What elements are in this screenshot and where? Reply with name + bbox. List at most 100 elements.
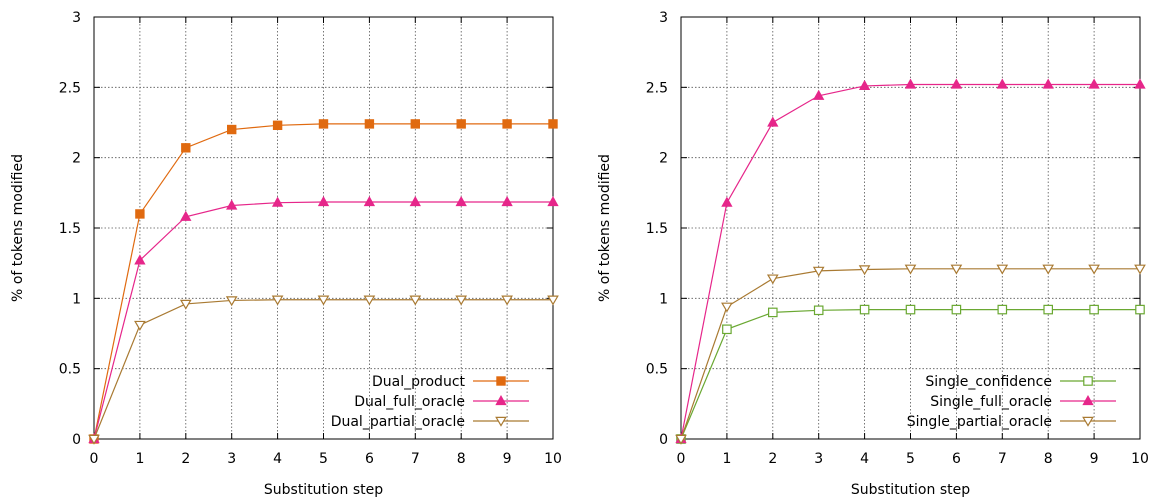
x-axis: 0 1 2 3 4 5 6 7 8 9 10 — [677, 17, 1149, 467]
legend-marker — [496, 376, 506, 386]
data-point — [951, 304, 962, 315]
data-point — [272, 120, 283, 131]
x-tick-label: 6 — [952, 451, 961, 467]
x-tick-label: 2 — [181, 451, 190, 467]
data-point — [135, 209, 145, 219]
data-point — [271, 295, 284, 306]
x-axis-label: Substitution step — [264, 482, 383, 498]
legend-label: Dual_product — [372, 374, 465, 390]
legend-label: Single_full_oracle — [930, 394, 1052, 410]
y-tick-label: 2 — [72, 151, 81, 167]
data-point — [1042, 264, 1055, 275]
data-point — [271, 196, 284, 207]
data-point — [318, 119, 329, 129]
data-point — [813, 89, 825, 100]
legend-marker — [1083, 376, 1093, 386]
x-tick-label: 0 — [90, 451, 99, 467]
y-axis-label: % of tokens modified — [597, 154, 613, 302]
y-axis: 0 0.5 1 1.5 2 2.5 3 — [59, 10, 553, 448]
data-point — [1134, 264, 1146, 275]
x-tick-label: 9 — [503, 451, 512, 467]
y-axis: 0 0.5 1 1.5 2 2.5 3 — [646, 10, 1140, 448]
x-tick-label: 1 — [135, 451, 144, 467]
y-tick-label: 1 — [659, 291, 668, 307]
x-tick-label: 2 — [768, 451, 777, 467]
x-tick-label: 5 — [906, 451, 915, 467]
data-point — [1042, 78, 1054, 89]
legend: Dual_product Dual_full_oracle Dual_partial… — [331, 374, 529, 430]
y-tick-label: 1.5 — [59, 221, 81, 237]
data-point — [813, 305, 824, 316]
data-point — [455, 295, 468, 306]
data-point — [548, 119, 558, 129]
x-tick-label: 0 — [677, 451, 686, 467]
x-tick-label: 7 — [998, 451, 1007, 467]
y-tick-label: 2.5 — [646, 80, 668, 96]
data-point — [1088, 78, 1100, 89]
data-point — [1043, 304, 1053, 315]
x-tick-label: 10 — [1131, 451, 1149, 467]
data-point — [225, 296, 238, 307]
x-tick-label: 9 — [1090, 451, 1099, 467]
data-point — [410, 119, 421, 129]
series-1 — [676, 304, 1145, 444]
series-2 — [88, 195, 559, 444]
data-point — [1089, 304, 1099, 315]
data-point — [227, 124, 237, 135]
data-point — [675, 434, 687, 445]
legend-marker — [495, 416, 507, 427]
x-tick-label: 8 — [457, 451, 466, 467]
y-tick-label: 0.5 — [59, 362, 81, 378]
legend-marker — [1082, 416, 1094, 427]
data-point — [409, 195, 421, 207]
data-point — [996, 78, 1008, 89]
y-tick-label: 2.5 — [59, 80, 81, 96]
data-point — [547, 295, 559, 306]
x-tick-label: 1 — [722, 451, 731, 467]
data-point — [812, 266, 825, 277]
data-point — [180, 210, 192, 221]
data-point — [858, 265, 871, 276]
data-point — [547, 195, 559, 207]
data-point — [997, 304, 1008, 315]
data-point — [179, 299, 192, 310]
series-3 — [675, 264, 1146, 445]
data-point — [181, 143, 191, 153]
data-point — [88, 434, 100, 445]
y-tick-label: 1 — [72, 291, 81, 307]
data-point — [721, 196, 733, 207]
data-point — [317, 295, 330, 306]
data-point — [501, 195, 513, 207]
data-point — [134, 254, 146, 265]
data-point — [363, 195, 376, 207]
data-point — [721, 302, 733, 313]
x-tick-label: 3 — [227, 451, 236, 467]
grid — [94, 17, 553, 439]
x-tick-label: 7 — [411, 451, 420, 467]
chart-panel-2: 0 1 2 3 4 5 6 7 8 9 10 0 0.5 1 1.5 2 2.5 3 Substitution st… — [597, 10, 1149, 498]
data-point — [363, 295, 376, 306]
legend: Single_confidence Single_full_oracle Singl… — [907, 374, 1116, 430]
series-1 — [89, 119, 558, 444]
x-axis-label: Substitution step — [851, 482, 970, 498]
data-point — [858, 79, 871, 91]
x-tick-label: 4 — [860, 451, 869, 467]
series-3 — [88, 295, 559, 445]
data-point — [455, 195, 467, 207]
data-point — [905, 304, 916, 315]
data-point — [722, 324, 732, 335]
chart-panel-1: 0 1 2 3 4 5 6 7 8 9 10 0 0.5 1 1.5 2 2.5 3 Substitution st… — [10, 10, 562, 498]
legend-marker — [495, 394, 507, 406]
data-point — [766, 274, 779, 285]
legend-label: Dual_full_oracle — [354, 394, 465, 410]
legend-label: Dual_partial_oracle — [331, 414, 465, 430]
data-point — [767, 307, 778, 318]
x-tick-label: 5 — [319, 451, 328, 467]
x-tick-label: 6 — [365, 451, 374, 467]
data-point — [950, 264, 963, 275]
data-point — [226, 199, 238, 210]
data-point — [409, 295, 422, 306]
x-tick-label: 4 — [273, 451, 282, 467]
data-point — [317, 195, 330, 207]
legend-label: Single_partial_oracle — [907, 414, 1052, 430]
